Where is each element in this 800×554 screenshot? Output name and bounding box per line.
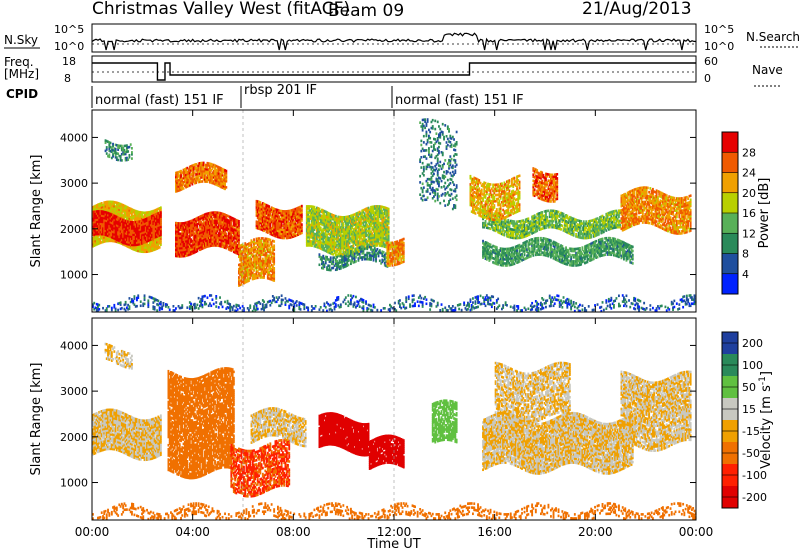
noise-right-tick-top: 10^5 — [704, 23, 734, 36]
frequency-trace — [92, 63, 696, 80]
noise-trace — [92, 33, 696, 50]
freq-tick-bottom: 8 — [64, 72, 71, 85]
noise-panel: N.Sky 10^5 10^0 10^5 10^0 N.Search — [4, 23, 800, 53]
cpid-mode-3: normal (fast) 151 IF — [395, 93, 524, 108]
noise-right-tick-bottom: 10^0 — [704, 40, 734, 53]
cpid-mode-1: normal (fast) 151 IF — [95, 93, 224, 108]
power-cell — [159, 246, 161, 249]
noise-left-tick-bottom: 10^0 — [54, 40, 84, 53]
nave-tick-top: 60 — [704, 55, 718, 68]
date-label: 21/Aug/2013 — [582, 0, 692, 19]
freq-tick-top: 18 — [62, 55, 76, 68]
cpid-mode-2: rbsp 201 IF — [244, 83, 317, 98]
cpid-row: CPID normal (fast) 151 IF rbsp 201 IF no… — [6, 83, 524, 108]
noise-left-label: N.Sky — [4, 33, 38, 47]
nave-label: Nave — [752, 63, 783, 77]
power-cell — [160, 206, 162, 209]
radar-figure: Christmas Valley West (fitACF) Beam 09 2… — [0, 0, 800, 554]
noise-left-tick-top: 10^5 — [54, 23, 84, 36]
station-title: Christmas Valley West (fitACF) — [92, 0, 350, 19]
cpid-label: CPID — [6, 87, 38, 101]
nave-tick-bottom: 0 — [704, 72, 711, 85]
noise-right-label: N.Search — [746, 30, 800, 44]
freq-label-2: [MHz] — [4, 67, 39, 81]
frequency-panel: Freq. [MHz] 18 8 60 0 Nave — [4, 55, 783, 86]
beam-label: Beam 09 — [328, 1, 404, 21]
